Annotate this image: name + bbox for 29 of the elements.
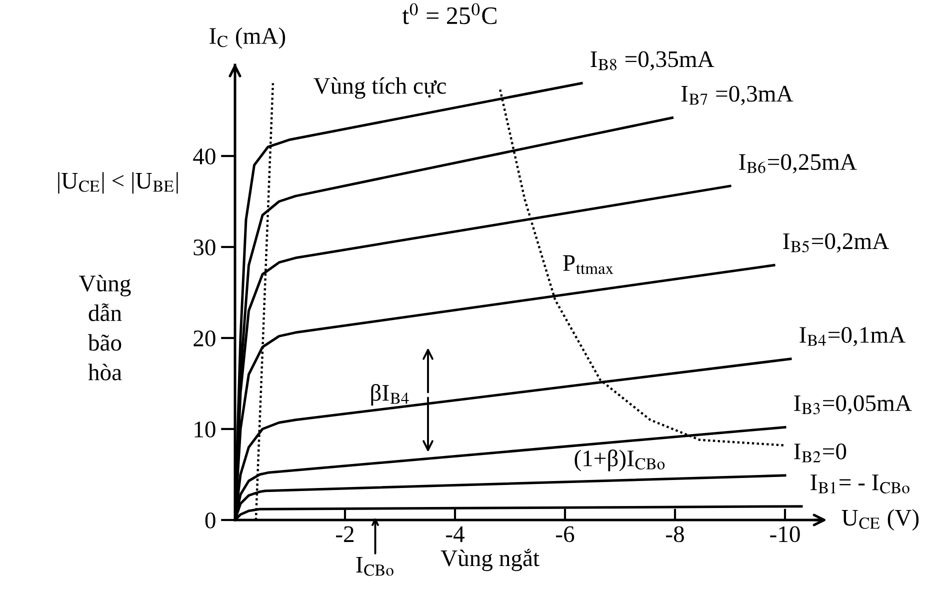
- x-tick-label: -6: [556, 526, 574, 542]
- series-label: I$_{B4}$=0,1mA: [800, 326, 906, 346]
- series-label: I$_{B1}$= - I$_{CBo}$: [810, 474, 910, 494]
- text: Vùng dẫn bão hòa: [79, 274, 131, 380]
- annotation: I$_{CBo}$: [356, 557, 394, 576]
- annotation: Vùng tích cực: [314, 77, 446, 99]
- annotation: P$_{ttmax}$: [563, 255, 614, 274]
- x-tick-label: -2: [336, 526, 354, 542]
- annotation: (1+β)I$_{CBo}$: [574, 450, 665, 472]
- series-label: I$_{B7}$ =0,3mA: [681, 86, 794, 106]
- text: |U$_{CE}$| < |U$_{BE}$|: [58, 172, 178, 194]
- series-label: I$_{B3}$=0,05mA: [794, 395, 912, 415]
- series-label: I$_{B8}$ =0,35mA: [590, 51, 714, 71]
- series-label: I$_{B5}$=0,2mA: [783, 233, 889, 253]
- x-tick-label: -4: [446, 526, 464, 542]
- x-axis-title: U$_{CE}$ (V): [842, 509, 919, 531]
- y-tick-label: 40: [193, 148, 216, 164]
- y-tick-label: 20: [194, 330, 216, 346]
- annotation: βI$_{B4}$: [371, 384, 409, 406]
- series-label: I$_{B6}$=0,25mA: [739, 154, 857, 174]
- x-tick-label: -8: [666, 526, 684, 542]
- text: Vùng ngắt: [440, 548, 540, 572]
- x-tick-label: -10: [770, 526, 800, 542]
- y-axis-title: I$_{C}$ (mA): [210, 27, 286, 49]
- y-tick-label: 30: [194, 239, 216, 256]
- series-label: I$_{B2}$=0: [794, 443, 846, 462]
- y-tick-label: 0: [205, 512, 216, 528]
- y-tick-label: 10: [194, 421, 216, 438]
- chart-title: t$^{0}$ = 25$^{0}$C: [402, 3, 496, 24]
